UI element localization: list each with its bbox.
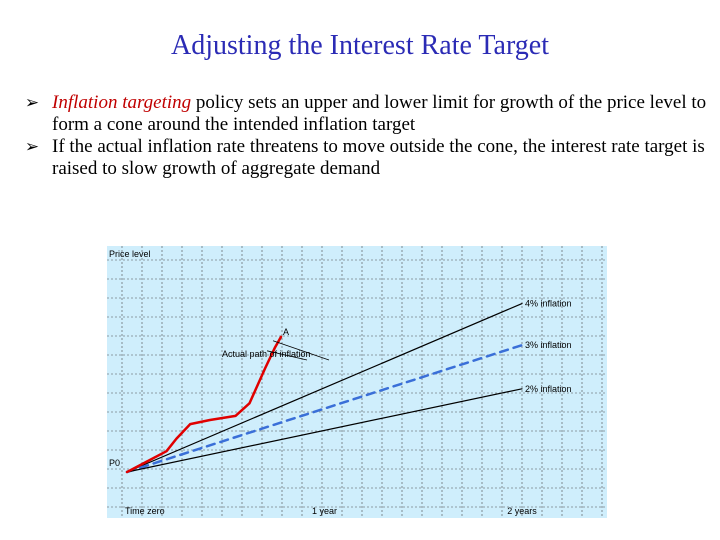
- bullet-text: policy sets an upper and lower limit for…: [52, 92, 707, 135]
- annotation-leader: [266, 350, 308, 361]
- x-tick-label: Time zero: [125, 506, 165, 516]
- arrow-bullet-icon: ➢: [24, 137, 40, 157]
- series-label: 3% inflation: [525, 340, 572, 350]
- bullet-list: ➢ Inflation targeting policy sets an upp…: [22, 92, 712, 180]
- series-line: [126, 302, 523, 473]
- x-tick-label: 1 year: [312, 506, 337, 516]
- bullet-item: ➢ If the actual inflation rate threatens…: [22, 136, 712, 180]
- annotation-layer: Actual path of inflation A: [222, 327, 330, 361]
- series-line: [126, 388, 523, 473]
- chart-grid: [107, 246, 607, 518]
- annotation-leader: [272, 340, 330, 361]
- annotation-text: Actual path of inflation: [222, 349, 311, 359]
- series-label: 4% inflation: [525, 299, 572, 309]
- bullet-emphasis: Inflation targeting: [52, 92, 192, 113]
- y-axis-label: Price level: [109, 249, 151, 259]
- actual-path-line: [125, 335, 283, 474]
- series-line: [125, 343, 524, 474]
- chart-canvas: Price level P0 4% inflation 3% inflation 2…: [107, 246, 607, 518]
- inflation-cone-chart: Price level P0 4% inflation 3% inflation 2…: [107, 246, 607, 518]
- arrow-bullet-icon: ➢: [24, 93, 40, 113]
- x-tick-labels: Time zero 1 year 2 years: [125, 506, 537, 516]
- bullet-text: If the actual inflation rate threatens t…: [52, 136, 705, 179]
- series-layer: [125, 302, 524, 474]
- point-label: A: [283, 327, 289, 337]
- slide-title: Adjusting the Interest Rate Target: [170, 30, 550, 61]
- bullet-item: ➢ Inflation targeting policy sets an upp…: [22, 92, 712, 136]
- origin-label: P0: [109, 458, 120, 468]
- series-labels: 4% inflation 3% inflation 2% inflation: [525, 299, 572, 394]
- x-tick-label: 2 years: [507, 506, 537, 516]
- series-label: 2% inflation: [525, 384, 572, 394]
